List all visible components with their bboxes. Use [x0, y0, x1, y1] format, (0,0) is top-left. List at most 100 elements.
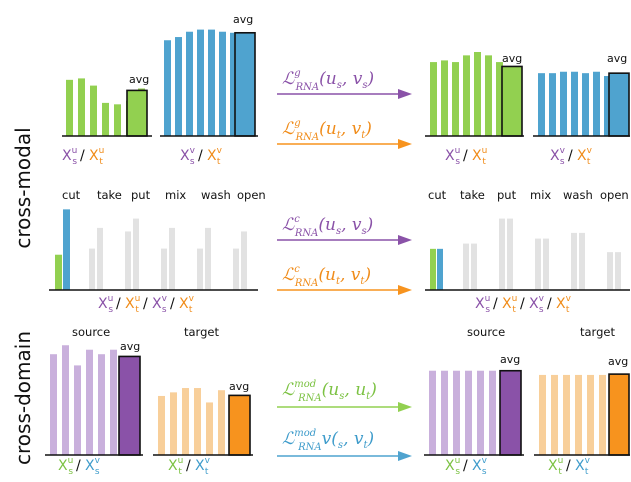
bar-gray	[615, 252, 621, 290]
bar-gray	[97, 227, 103, 290]
bar-light-orange	[551, 374, 558, 455]
loss-global-source: ℒg RNA(us, vs)	[282, 68, 374, 93]
arrow-head	[398, 89, 412, 99]
bar-blue	[208, 29, 215, 137]
x-label: Xu s	[445, 456, 460, 477]
bar-cut-blue	[437, 248, 443, 290]
bar-light-orange	[158, 395, 165, 455]
bar-gray	[507, 218, 513, 290]
loss-global-target: ℒg RNA(ut, vt)	[282, 118, 372, 143]
bar-blue	[538, 73, 545, 136]
avg-bar-orange	[608, 373, 630, 456]
x-label: Xu s	[475, 294, 490, 315]
bar-blue	[175, 37, 182, 136]
bar-cut-green	[430, 248, 436, 290]
bar-light-purple	[441, 370, 448, 455]
action-label-open: open	[600, 188, 629, 202]
bar-light-orange	[563, 374, 570, 455]
bar-gray	[125, 231, 131, 290]
arrow-head	[398, 451, 412, 461]
bar-blue	[582, 73, 589, 136]
action-label-cut: cut	[62, 188, 81, 202]
arrow-head	[398, 235, 412, 245]
bar-green	[441, 60, 448, 136]
x-label: Xv s	[180, 146, 196, 167]
x-label: Xu t	[548, 456, 563, 477]
target-label: target	[184, 325, 219, 339]
arrows	[277, 89, 412, 461]
bar-green	[90, 85, 97, 136]
bar-light-purple	[110, 349, 117, 455]
bar-light-orange	[182, 388, 189, 455]
bar-blue	[197, 29, 204, 137]
x-label: Xu s	[445, 146, 460, 167]
bar-gray	[579, 232, 585, 290]
bar-light-purple	[86, 349, 93, 455]
source-label: source	[467, 325, 505, 339]
x-label: Xu t	[168, 456, 183, 477]
slash-separator: /	[463, 148, 468, 164]
bar-light-purple	[98, 354, 105, 455]
bar-light-purple	[489, 370, 496, 455]
bar-light-orange	[575, 374, 582, 455]
x-label: Xv t	[179, 294, 195, 315]
bar-light-purple	[465, 370, 472, 455]
bar-green	[474, 52, 481, 136]
bar-groups	[50, 29, 630, 456]
slash-separator: /	[547, 296, 552, 312]
action-label-wash: wash	[563, 188, 593, 202]
slash-separator: /	[76, 458, 81, 474]
x-label: Xv s	[85, 456, 101, 477]
bar-blue	[560, 71, 567, 136]
avg-label: avg	[120, 340, 140, 353]
avg-bar-blue	[608, 72, 630, 137]
slash-separator: /	[80, 148, 85, 164]
loss-class-target: ℒc RNA(ut, vt)	[282, 264, 371, 289]
bar-light-purple	[74, 365, 81, 455]
avg-bar-purple	[118, 355, 141, 456]
axis-baselines	[45, 135, 630, 456]
slash-separator: /	[463, 458, 468, 474]
slash-separator: /	[198, 148, 203, 164]
bar-green	[102, 102, 109, 136]
target-label: target	[580, 325, 615, 339]
bar-green	[430, 62, 437, 136]
bar-green	[485, 55, 492, 136]
bar-blue	[186, 31, 193, 137]
bar-light-purple	[453, 370, 460, 455]
bar-blue	[219, 31, 226, 137]
x-label: Xv t	[195, 456, 211, 477]
bar-blue	[593, 71, 600, 136]
action-label-mix: mix	[165, 188, 186, 202]
avg-label: avg	[229, 380, 249, 393]
bar-blue	[549, 73, 556, 136]
bar-light-orange	[599, 374, 606, 455]
action-label-open: open	[237, 188, 266, 202]
bar-light-orange	[587, 374, 594, 455]
action-label-take: take	[460, 188, 485, 202]
x-label: Xv t	[577, 146, 593, 167]
avg-label: avg	[502, 52, 522, 65]
bar-light-purple	[429, 370, 436, 455]
x-label: Xu t	[502, 294, 517, 315]
x-label: Xu t	[89, 146, 104, 167]
loss-modality-video: ℒmod RNAv(s, vt)	[282, 428, 374, 453]
source-label: source	[72, 325, 110, 339]
bar-gray	[463, 243, 469, 290]
x-label: Xv s	[472, 456, 488, 477]
bar-green	[78, 78, 85, 136]
bar-light-purple	[50, 354, 57, 455]
x-label: Xv t	[207, 146, 223, 167]
slash-separator: /	[143, 296, 148, 312]
arrow-head	[398, 402, 412, 412]
bar-light-orange	[218, 390, 225, 455]
bar-gray	[161, 248, 167, 290]
bar-gray	[169, 227, 175, 290]
bar-cut-green	[55, 254, 62, 290]
x-label: Xv s	[529, 294, 545, 315]
bar-light-orange	[170, 392, 177, 455]
slash-separator: /	[493, 296, 498, 312]
arrow-head	[398, 285, 412, 295]
